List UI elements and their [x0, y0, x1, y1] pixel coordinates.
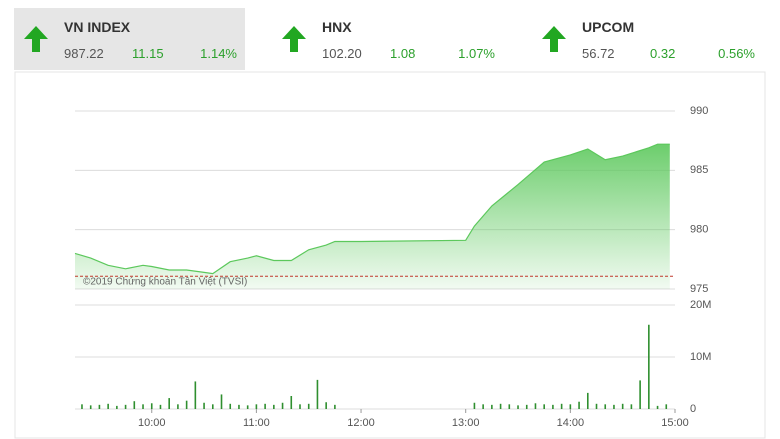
volume-bar — [656, 405, 659, 409]
volume-bar — [281, 402, 284, 409]
chart-frame — [14, 71, 766, 439]
volume-bar — [499, 403, 502, 409]
volume-bar — [255, 404, 258, 409]
x-tick-label: 15:00 — [661, 417, 689, 429]
volume-bar — [229, 403, 232, 409]
volume-bar — [586, 392, 589, 409]
volume-bar — [473, 402, 476, 409]
volume-bar — [133, 401, 136, 409]
volume-bar — [168, 398, 170, 409]
index-pct: 1.14% — [200, 46, 237, 61]
index-name: UPCOM — [582, 19, 635, 35]
volume-bar — [238, 404, 240, 409]
volume-bar — [316, 379, 319, 409]
volume-bar — [264, 403, 266, 409]
index-value: 987.22 — [64, 46, 104, 61]
volume-bar — [595, 403, 598, 409]
index-change: 11.15 — [132, 46, 164, 61]
volume-bar — [98, 404, 101, 409]
volume-bar — [273, 404, 275, 409]
y-tick-label: 975 — [690, 283, 708, 295]
volume-bar — [534, 403, 537, 409]
volume-bar — [299, 404, 301, 409]
volume-bar — [604, 404, 607, 409]
up-arrow — [24, 26, 48, 52]
y-tick-label: 990 — [690, 105, 708, 117]
volume-bar — [552, 404, 554, 409]
volume-bar — [517, 405, 519, 409]
y-tick-label: 0 — [690, 403, 696, 415]
volume-bar — [630, 404, 633, 409]
up-arrow — [282, 26, 306, 52]
volume-bar — [159, 404, 162, 409]
x-tick-label: 14:00 — [557, 417, 585, 429]
index-name: HNX — [322, 19, 352, 35]
volume-bar — [648, 324, 650, 409]
price-line — [74, 143, 670, 275]
volume-bar — [203, 402, 205, 409]
volume-bar — [116, 405, 118, 409]
index-pct: 0.56% — [718, 46, 755, 61]
y-tick-label: 980 — [690, 224, 708, 236]
index-pct: 1.07% — [458, 46, 495, 61]
volume-bar — [177, 404, 179, 409]
volume-bar — [325, 402, 327, 409]
volume-bar — [578, 401, 580, 409]
x-tick-label: 11:00 — [243, 417, 270, 429]
index-value: 102.20 — [322, 46, 362, 61]
index-tile[interactable]: UPCOM 56.72 0.32 0.56% — [532, 8, 763, 70]
volume-bar — [194, 381, 197, 409]
up-arrow — [542, 26, 566, 52]
volume-bar — [220, 394, 223, 409]
volume-bar — [107, 403, 109, 409]
volume-bar — [81, 404, 83, 409]
index-name: VN INDEX — [64, 19, 131, 35]
volume-bar — [290, 396, 293, 409]
volume-bar — [491, 404, 493, 409]
index-tile[interactable]: VN INDEX 987.22 11.15 1.14% — [14, 8, 245, 70]
index-value: 56.72 — [582, 46, 615, 61]
volume-bar — [560, 403, 563, 409]
y-tick-label: 985 — [690, 164, 708, 176]
x-tick-label: 10:00 — [138, 417, 166, 429]
volume-bar — [246, 405, 249, 409]
volume-bar — [89, 405, 92, 409]
y-tick-label: 20M — [690, 299, 711, 311]
volume-bar — [211, 404, 214, 409]
volume-bar — [124, 404, 127, 409]
x-tick-label: 13:00 — [452, 417, 480, 429]
volume-bar — [665, 404, 668, 409]
volume-bar — [482, 404, 484, 409]
volume-bar — [150, 403, 153, 409]
index-change: 0.32 — [650, 46, 676, 61]
volume-bar — [613, 404, 615, 409]
volume-bar — [639, 380, 641, 409]
y-tick-label: 10M — [690, 351, 711, 363]
index-tile[interactable]: HNX 102.20 1.08 1.07% — [272, 8, 503, 70]
volume-bar — [525, 404, 528, 409]
volume-bar — [307, 403, 310, 409]
volume-bar — [185, 400, 188, 409]
x-tick-label: 12:00 — [347, 417, 375, 429]
watermark: ©2019 Chứng khoán Tân Việt (TVSI) — [83, 277, 247, 288]
price-area — [75, 144, 670, 289]
volume-bar — [508, 404, 511, 409]
volume-bar — [621, 403, 624, 409]
volume-bar — [142, 404, 144, 409]
volume-bar — [334, 404, 336, 409]
volume-bar — [543, 404, 545, 409]
volume-bar — [569, 404, 572, 409]
index-change: 1.08 — [390, 46, 416, 61]
